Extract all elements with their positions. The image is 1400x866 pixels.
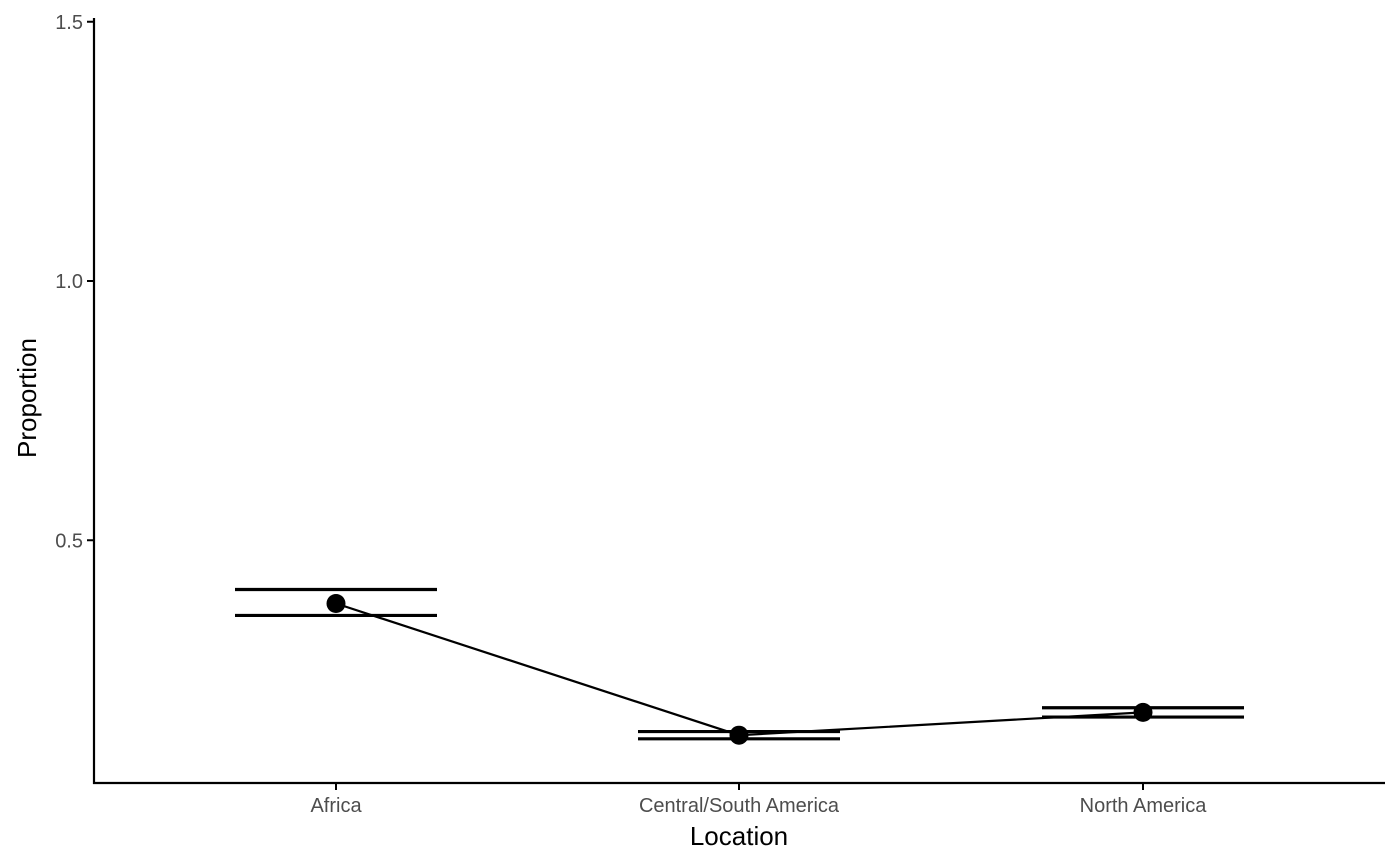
y-axis-title: Proportion (12, 338, 42, 458)
y-ticks: 0.5 1.0 1.5 (55, 12, 94, 552)
series (235, 587, 1244, 745)
x-tick-label: Central/South America (639, 795, 840, 817)
data-point (729, 725, 749, 745)
x-axis-title: Location (690, 821, 788, 851)
y-tick-label: 1.0 (55, 271, 83, 293)
x-tick-label: Africa (310, 795, 362, 817)
y-tick-label: 1.5 (55, 12, 83, 34)
y-tick-label: 0.5 (55, 530, 83, 552)
data-point (1133, 702, 1153, 722)
axes (92, 18, 1385, 785)
x-tick-label: North America (1080, 795, 1208, 817)
x-ticks: Africa Central/South America North America (310, 783, 1207, 817)
data-point (326, 594, 346, 614)
series-line (335, 602, 1144, 737)
